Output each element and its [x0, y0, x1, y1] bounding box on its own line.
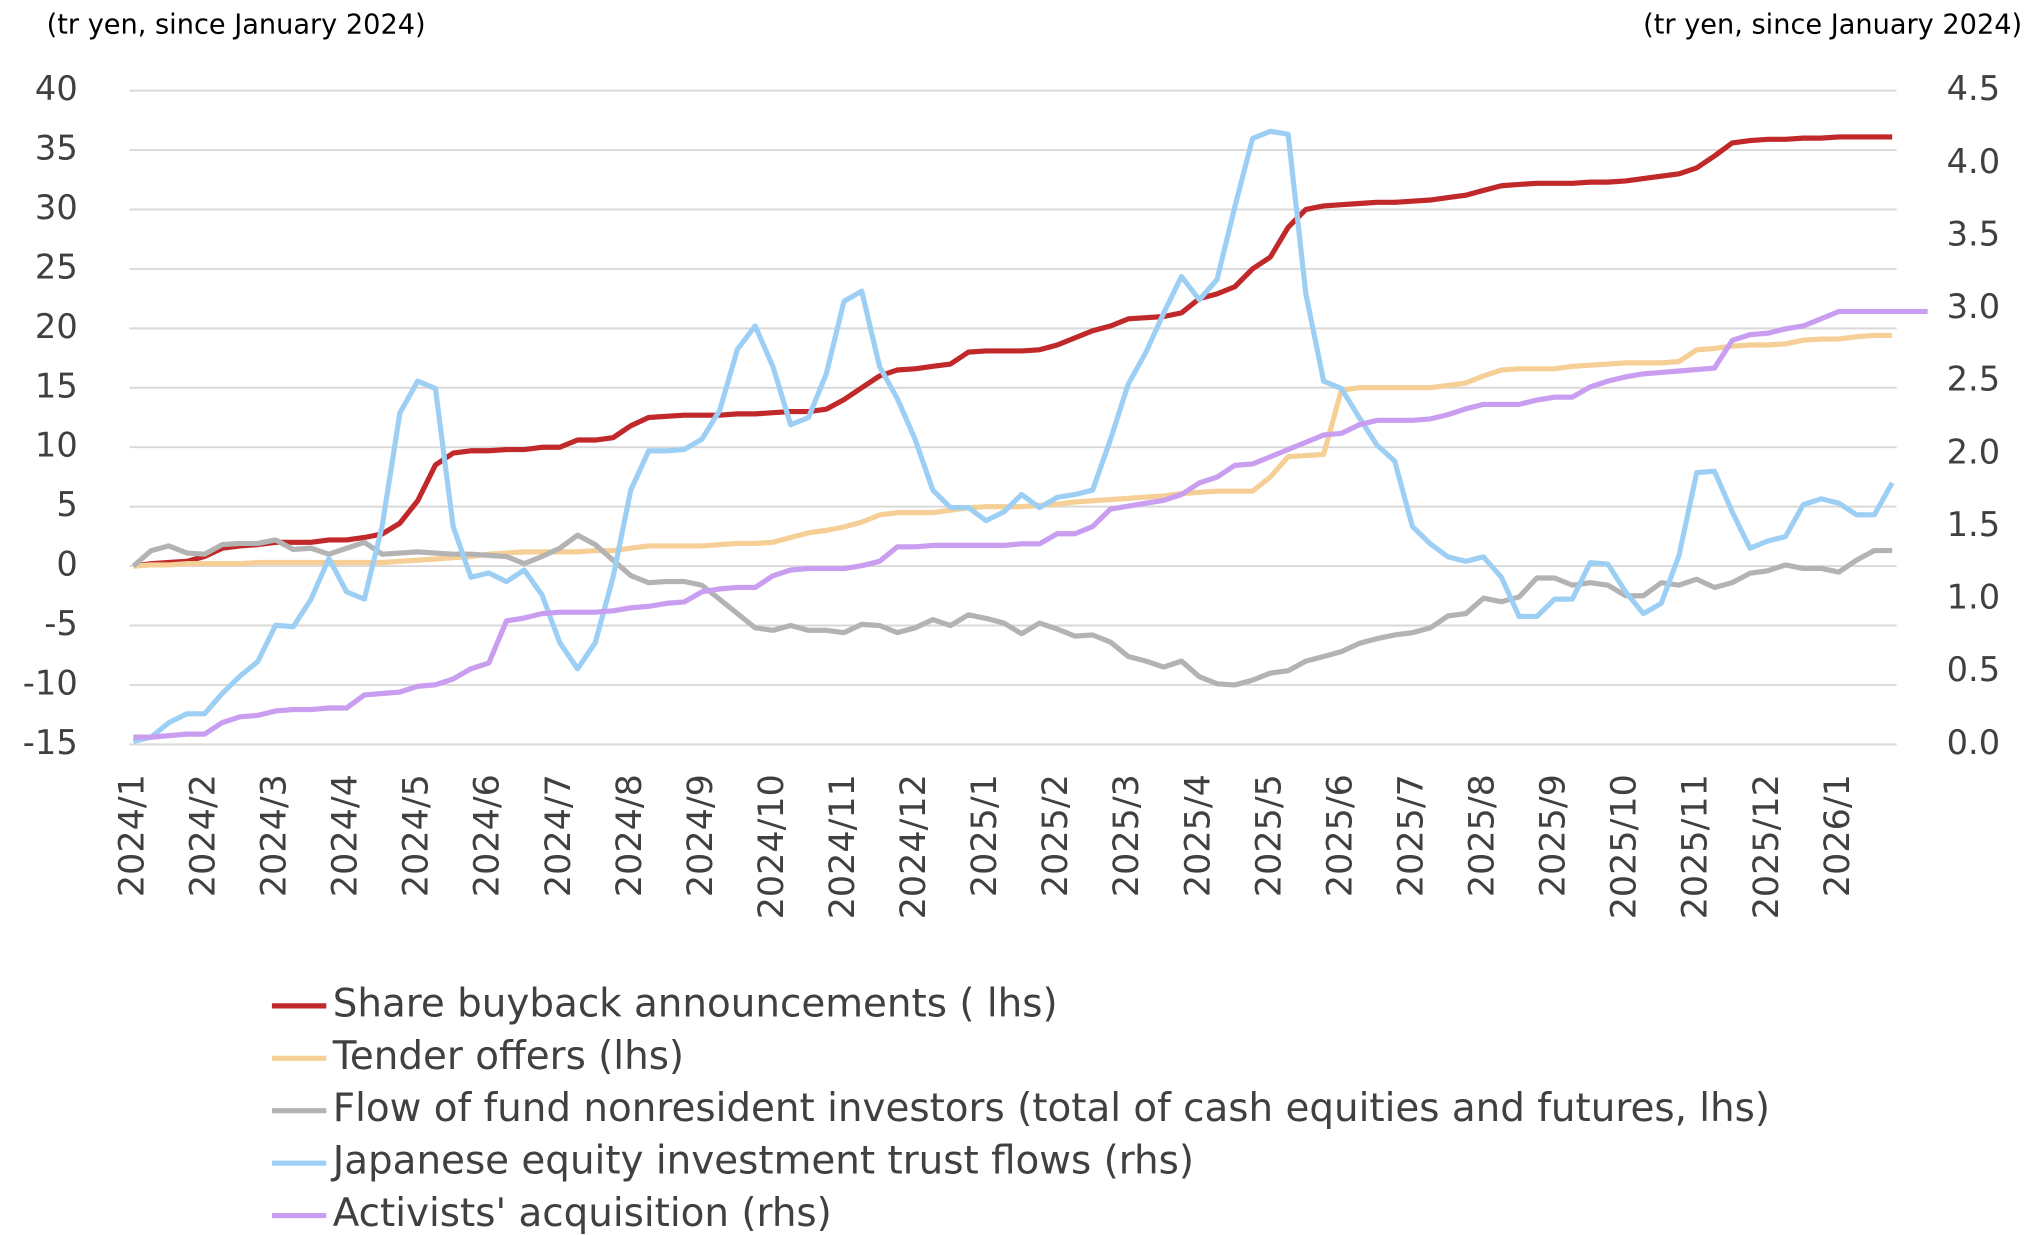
y-tick-label: 10: [35, 426, 78, 465]
y2-tick-label: 0.5: [1947, 650, 2001, 689]
x-tick-label: 2024/1: [112, 774, 152, 897]
series-line: [133, 134, 1893, 569]
x-tick-label: 2026/1: [1818, 774, 1858, 897]
y-tick-label: 0: [56, 545, 77, 584]
y2-tick-label: 4.0: [1947, 142, 2001, 181]
x-tick-label: 2025/1: [965, 774, 1005, 897]
x-tick-label: 2025/9: [1534, 774, 1574, 897]
y2-tick-label: 1.0: [1947, 578, 2001, 617]
x-tick-label: 2024/11: [823, 774, 863, 919]
x-tick-label: 2024/7: [539, 774, 579, 897]
x-tick-label: 2024/3: [255, 774, 295, 897]
x-tick-label: 2025/3: [1107, 774, 1147, 897]
y2-tick-label: 0.0: [1947, 723, 2001, 762]
x-tick-label: 2025/12: [1747, 774, 1787, 919]
y-tick-label: 5: [56, 485, 77, 524]
legend-label: Share buyback announcements ( lhs): [333, 981, 1058, 1026]
y2-tick-label: 3.0: [1947, 287, 2001, 326]
y-tick-label: -10: [23, 663, 78, 702]
x-tick-label: 2025/5: [1249, 774, 1289, 897]
x-tick-label: 2025/4: [1178, 774, 1218, 897]
y2-tick-label: 4.5: [1947, 69, 2001, 108]
legend-label: Japanese equity investment trust flows (…: [330, 1139, 1194, 1184]
x-tick-label: 2024/12: [894, 774, 934, 919]
y2-axis-label: (tr yen, since January 2024): [1643, 9, 2022, 40]
y-tick-label: 40: [35, 69, 78, 108]
series-line: [133, 308, 1928, 740]
legend-label: Tender offers (lhs): [332, 1034, 684, 1079]
x-tick-label: 2024/6: [468, 774, 508, 897]
y2-tick-label: 3.5: [1947, 214, 2001, 253]
y2-tick-label: 2.0: [1947, 432, 2001, 471]
legend-label: Flow of fund nonresident investors (tota…: [333, 1086, 1770, 1131]
x-tick-label: 2024/4: [326, 774, 366, 897]
y-tick-label: 30: [35, 188, 78, 227]
series-line: [132, 128, 1895, 745]
y-tick-label: -5: [44, 604, 78, 643]
x-tick-label: 2025/10: [1605, 774, 1645, 919]
x-tick-label: 2025/11: [1676, 774, 1716, 919]
x-tick-label: 2025/2: [1036, 774, 1076, 897]
series-line: [133, 332, 1893, 569]
x-tick-label: 2024/2: [183, 774, 223, 897]
y-tick-label: 20: [35, 307, 78, 346]
series-line: [131, 532, 1893, 688]
x-tick-label: 2024/5: [397, 774, 437, 897]
x-tick-label: 2024/8: [610, 774, 650, 897]
x-tick-label: 2025/8: [1463, 774, 1503, 897]
y-axis-label: (tr yen, since January 2024): [47, 9, 426, 40]
x-tick-label: 2025/7: [1391, 774, 1431, 897]
legend-label: Activists' acquisition (rhs): [333, 1191, 832, 1235]
x-tick-label: 2024/9: [681, 774, 721, 897]
y-tick-label: 35: [35, 129, 78, 168]
y-tick-label: 25: [35, 247, 78, 286]
x-tick-label: 2025/6: [1320, 774, 1360, 897]
x-tick-label: 2024/10: [752, 774, 792, 919]
y2-tick-label: 1.5: [1947, 505, 2001, 544]
y-tick-label: 15: [35, 366, 78, 405]
y-tick-label: -15: [23, 723, 78, 762]
y2-tick-label: 2.5: [1947, 360, 2001, 399]
